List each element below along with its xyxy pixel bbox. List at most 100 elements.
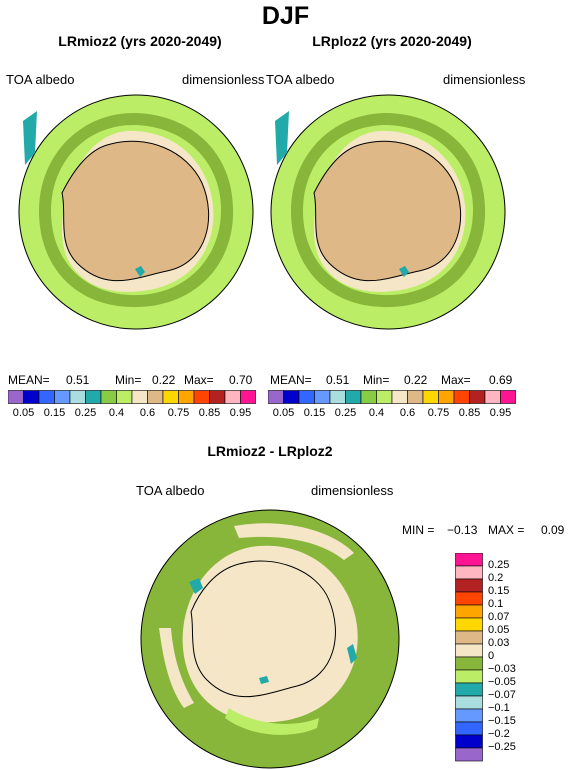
colorbar-swatch	[455, 695, 483, 710]
colorbar-tick-label: 0.15	[43, 407, 66, 419]
colorbar-swatch	[23, 390, 40, 404]
colorbar-tick-label: 0.85	[458, 407, 481, 419]
panel2-units-label: dimensionless	[443, 72, 526, 87]
panel1-units-label: dimensionless	[182, 72, 265, 87]
colorbar-tick-label: −0.15	[488, 715, 516, 727]
colorbar-swatch	[455, 747, 483, 762]
colorbar-swatch	[484, 390, 501, 404]
colorbar-tick-label: 0.15	[303, 407, 326, 419]
colorbar-swatch	[147, 390, 164, 404]
colorbar-swatch	[455, 617, 483, 632]
colorbar-swatch	[455, 669, 483, 684]
panel1-max-label: Max=	[184, 373, 214, 387]
colorbar-swatch	[407, 390, 424, 404]
panel1-title: LRmioz2 (yrs 2020-2049)	[58, 33, 222, 49]
colorbar-tick-label: 0.25	[74, 407, 97, 419]
colorbar-swatch	[85, 390, 102, 404]
panel2-map	[270, 94, 506, 330]
panel3-min-label: MIN =	[402, 523, 435, 537]
colorbar-swatch	[209, 390, 226, 404]
colorbar-swatch	[455, 604, 483, 619]
panel2-mean-label: MEAN=	[270, 373, 312, 387]
colorbar-swatch	[224, 390, 241, 404]
colorbar-swatch	[391, 390, 408, 404]
colorbar-swatch	[453, 390, 470, 404]
colorbar-tick-label: −0.07	[488, 689, 516, 701]
colorbar-swatch	[455, 734, 483, 749]
colorbar-swatch	[100, 390, 117, 404]
colorbar-swatch	[283, 390, 300, 404]
colorbar-tick-label: 0.05	[12, 407, 35, 419]
colorbar-swatch	[116, 390, 133, 404]
panel1-max-value: 0.70	[229, 373, 253, 387]
colorbar-swatch	[455, 553, 483, 567]
colorbar-tick-label: 0.05	[488, 624, 510, 636]
panel3-colorbar	[455, 553, 483, 762]
panel1-min-label: Min=	[115, 373, 142, 387]
colorbar-swatch	[455, 708, 483, 723]
panel2-min-value: 0.22	[404, 373, 428, 387]
panel1-map	[18, 94, 254, 330]
panel2-title: LRploz2 (yrs 2020-2049)	[312, 33, 472, 49]
panel3-map	[140, 509, 400, 769]
panel3-max-label: MAX =	[488, 523, 525, 537]
colorbar-tick-label: −0.1	[488, 702, 510, 714]
colorbar-tick-label: 0.03	[488, 637, 510, 649]
colorbar-swatch	[329, 390, 346, 404]
panel2-colorbar	[268, 390, 516, 404]
colorbar-tick-label: −0.03	[488, 663, 516, 675]
panel1-colorbar	[8, 390, 256, 404]
colorbar-swatch	[500, 390, 516, 404]
colorbar-tick-label: 0.95	[489, 407, 512, 419]
colorbar-swatch	[162, 390, 179, 404]
colorbar-swatch	[240, 390, 256, 404]
colorbar-swatch	[360, 390, 377, 404]
colorbar-tick-label: 0.25	[488, 559, 510, 571]
colorbar-tick-label: 0.25	[334, 407, 357, 419]
colorbar-tick-label: 0.75	[167, 407, 190, 419]
panel2-max-value: 0.69	[489, 373, 513, 387]
colorbar-swatch	[455, 643, 483, 658]
colorbar-tick-label: 0.4	[108, 407, 125, 419]
colorbar-swatch	[455, 565, 483, 580]
colorbar-tick-label: −0.05	[488, 676, 516, 688]
colorbar-swatch	[193, 390, 210, 404]
colorbar-swatch	[8, 390, 24, 404]
main-title: DJF	[261, 2, 310, 30]
colorbar-swatch	[455, 656, 483, 671]
colorbar-swatch	[469, 390, 486, 404]
panel2-min-label: Min=	[363, 373, 390, 387]
panel2-variable-label: TOA albedo	[266, 72, 335, 87]
panel1-variable-label: TOA albedo	[6, 72, 75, 87]
colorbar-tick-label: −0.2	[488, 728, 510, 740]
colorbar-swatch	[438, 390, 455, 404]
colorbar-tick-label: −0.25	[488, 741, 516, 753]
panel3-min-value: −0.13	[447, 523, 478, 537]
panel2-mean-value: 0.51	[326, 373, 350, 387]
colorbar-swatch	[69, 390, 86, 404]
colorbar-swatch	[422, 390, 439, 404]
colorbar-swatch	[455, 682, 483, 697]
panel3-variable-label: TOA albedo	[136, 483, 205, 498]
colorbar-swatch	[131, 390, 148, 404]
colorbar-swatch	[455, 630, 483, 645]
colorbar-tick-label: 0.75	[427, 407, 450, 419]
colorbar-swatch	[376, 390, 393, 404]
colorbar-swatch	[178, 390, 195, 404]
colorbar-tick-label: 0.85	[198, 407, 221, 419]
panel1-mean-label: MEAN=	[8, 373, 50, 387]
panel1-mean-value: 0.51	[66, 373, 90, 387]
colorbar-swatch	[455, 578, 483, 593]
panel2-max-label: Max=	[441, 373, 471, 387]
colorbar-tick-label: 0.95	[229, 407, 252, 419]
colorbar-tick-label: 0.1	[488, 598, 504, 610]
colorbar-swatch	[268, 390, 284, 404]
colorbar-swatch	[54, 390, 71, 404]
panel3-units-label: dimensionless	[311, 483, 394, 498]
panel3-max-value: 0.09	[541, 523, 565, 537]
colorbar-tick-label: 0.2	[488, 572, 504, 584]
colorbar-swatch	[38, 390, 55, 404]
colorbar-swatch	[314, 390, 331, 404]
colorbar-tick-label: 0.6	[139, 407, 156, 419]
colorbar-tick-label: 0.07	[488, 611, 510, 623]
